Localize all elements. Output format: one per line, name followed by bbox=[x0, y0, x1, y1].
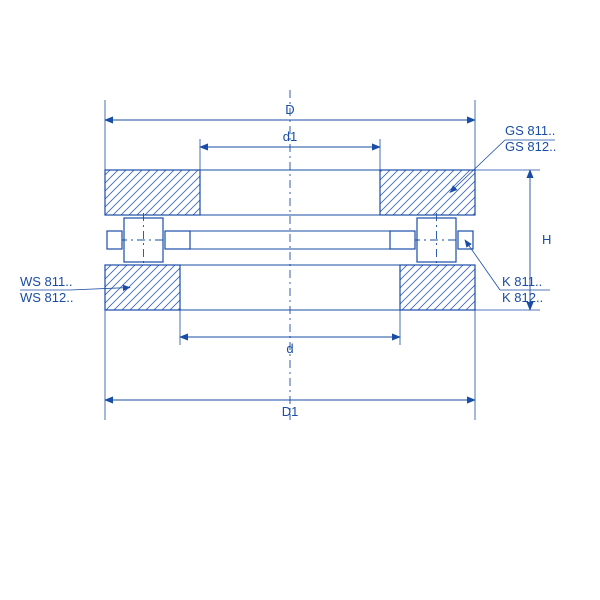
label-K811: K 811.. bbox=[502, 274, 542, 289]
label-d: d bbox=[286, 341, 293, 356]
label-D: D bbox=[285, 102, 294, 117]
label-H: H bbox=[542, 232, 551, 247]
label-WS812: WS 812.. bbox=[20, 290, 73, 305]
label-D1: D1 bbox=[282, 404, 299, 419]
label-d1: d1 bbox=[283, 129, 297, 144]
label-GS812: GS 812.. bbox=[505, 139, 556, 154]
label-K812: K 812.. bbox=[502, 290, 543, 305]
label-WS811: WS 811.. bbox=[20, 274, 73, 289]
label-GS811: GS 811.. bbox=[505, 123, 555, 138]
